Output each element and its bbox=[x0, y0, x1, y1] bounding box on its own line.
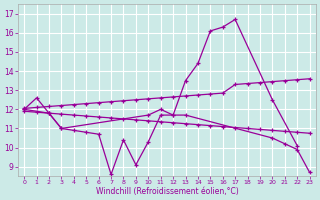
X-axis label: Windchill (Refroidissement éolien,°C): Windchill (Refroidissement éolien,°C) bbox=[96, 187, 238, 196]
